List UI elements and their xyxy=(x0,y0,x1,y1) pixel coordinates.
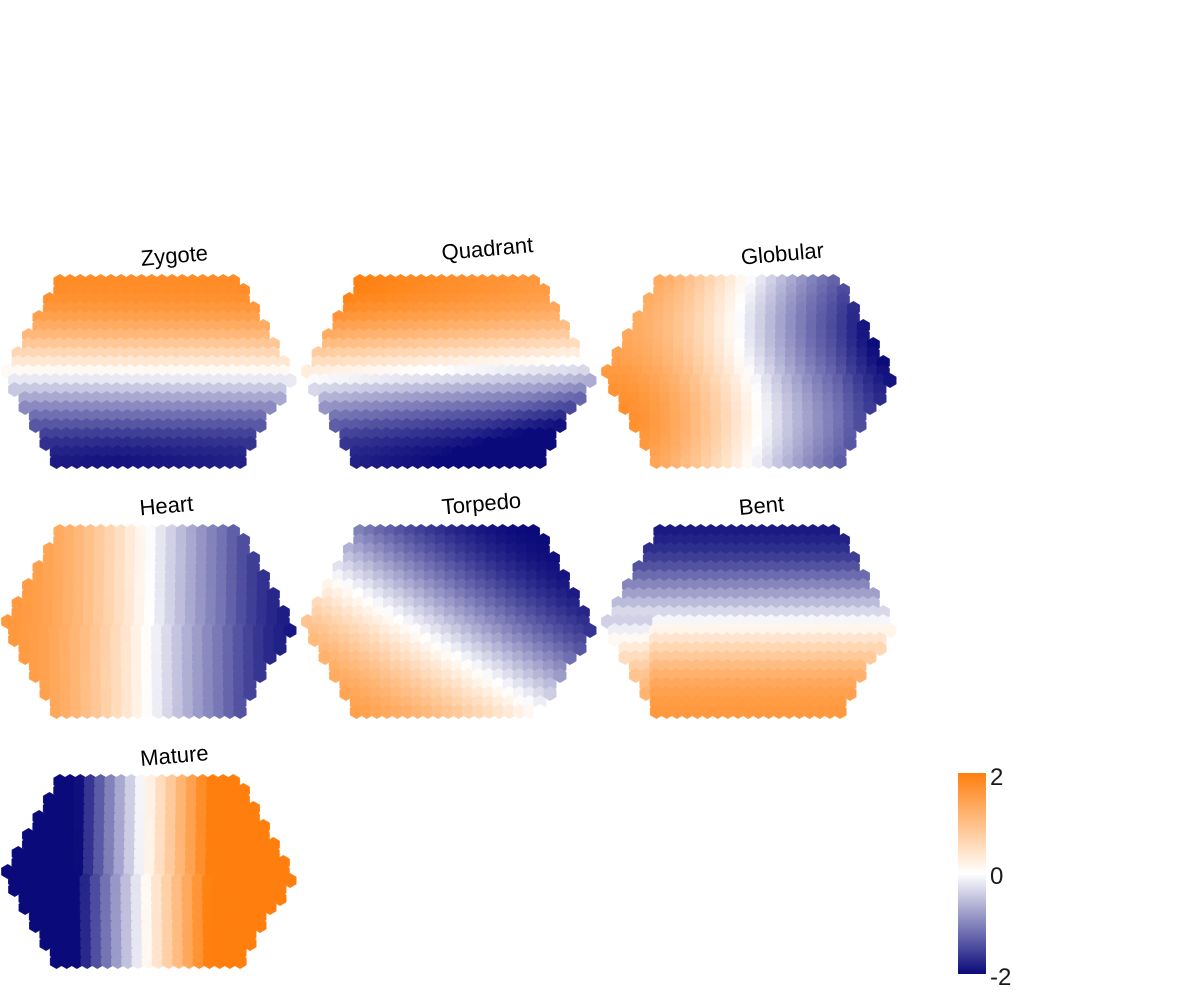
hex-cell xyxy=(253,917,267,934)
hex-cell xyxy=(843,685,857,702)
hex-cell xyxy=(863,649,877,666)
colorbar-tick-max: 2 xyxy=(990,764,1003,791)
hexmap-heart xyxy=(1,523,297,720)
hex-cell xyxy=(273,890,287,907)
hex-cell xyxy=(243,685,257,702)
hex-cell xyxy=(263,899,277,916)
hexmap-zygote xyxy=(1,273,297,470)
hex-cell xyxy=(283,622,297,639)
hex-cell xyxy=(233,453,247,470)
hex-cell xyxy=(543,685,557,702)
hexmap-quadrant xyxy=(301,273,597,470)
colorbar-tick-mid: 0 xyxy=(990,863,1003,890)
panel-title-globular: Globular xyxy=(740,237,825,269)
hex-cell xyxy=(263,649,277,666)
hex-cell xyxy=(873,390,887,407)
hex-cell xyxy=(883,372,897,389)
hex-cell xyxy=(273,390,287,407)
hex-cell xyxy=(573,390,587,407)
hexmap-bent xyxy=(601,523,897,720)
hex-cell xyxy=(873,640,887,657)
hex-cell xyxy=(553,417,567,434)
panel-title-bent: Bent xyxy=(738,491,785,520)
hex-cell xyxy=(563,399,577,416)
hex-cell xyxy=(233,703,247,720)
panel-title-torpedo: Torpedo xyxy=(441,488,522,520)
hex-cell xyxy=(543,435,557,452)
hex-cell xyxy=(833,453,847,470)
hex-cell xyxy=(863,399,877,416)
hexmap-torpedo xyxy=(301,523,597,720)
panel-title-mature: Mature xyxy=(139,740,209,771)
hex-cell xyxy=(263,399,277,416)
panels-group xyxy=(1,273,897,970)
hex-cell xyxy=(533,453,547,470)
hex-cell xyxy=(233,953,247,970)
hex-cell xyxy=(253,667,267,684)
colorbar-gradient xyxy=(958,773,986,974)
hex-cell xyxy=(583,372,597,389)
hex-cell xyxy=(843,435,857,452)
colorbar-tick-min: -2 xyxy=(990,964,1011,991)
hex-cell xyxy=(853,417,867,434)
hex-cell xyxy=(573,640,587,657)
hex-cell xyxy=(883,622,897,639)
hex-cell xyxy=(253,417,267,434)
hexmap-mature xyxy=(1,773,297,970)
hex-cell xyxy=(283,372,297,389)
panel-title-quadrant: Quadrant xyxy=(441,232,535,265)
hex-cell xyxy=(853,667,867,684)
hex-cell xyxy=(243,935,257,952)
hex-cell xyxy=(533,703,547,720)
hex-cell xyxy=(583,622,597,639)
hex-cell xyxy=(283,872,297,889)
hex-cell xyxy=(553,667,567,684)
hex-cell xyxy=(563,649,577,666)
panel-title-zygote: Zygote xyxy=(140,240,209,271)
hex-cell xyxy=(243,435,257,452)
colorbar: 2 0 -2 xyxy=(958,764,1011,991)
hexmap-globular xyxy=(601,273,897,470)
hex-cell xyxy=(833,703,847,720)
hex-cell xyxy=(273,640,287,657)
panel-title-heart: Heart xyxy=(138,491,194,521)
